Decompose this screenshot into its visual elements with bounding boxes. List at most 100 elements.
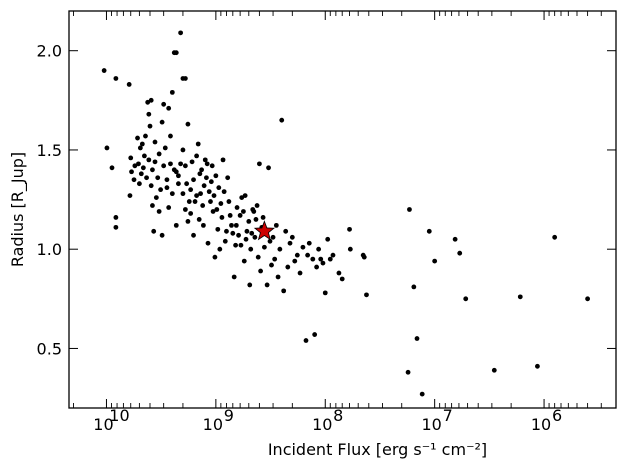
y-tick-label: 2.0 [37,42,62,61]
data-point [180,147,186,153]
data-point [178,161,184,167]
data-point [236,232,241,238]
data-point [233,222,239,228]
data-point [159,119,165,125]
data-point [219,215,225,220]
data-point [229,222,234,228]
data-point [132,163,138,169]
data-point [199,167,205,173]
data-point [411,284,417,290]
data-point [237,213,243,218]
data-point [310,256,316,262]
data-point [234,205,240,210]
data-point [336,270,342,276]
y-tick-label: 1.5 [37,141,62,160]
data-point [159,232,165,238]
data-point [173,222,179,228]
data-point [347,226,352,232]
data-point [231,274,237,280]
data-point [241,258,247,264]
data-point [201,183,207,189]
data-point [185,219,191,224]
data-point [150,203,155,208]
data-point [113,224,119,230]
data-point [156,151,162,157]
data-point [169,191,175,197]
data-point [213,173,219,179]
data-point [146,111,152,117]
x-tick-exponent: 6 [552,406,562,425]
data-point [292,258,298,264]
data-point [325,236,331,242]
data-point [281,288,287,294]
data-point [208,199,213,204]
data-point [142,153,147,159]
data-point [212,254,218,260]
data-point [224,228,229,234]
data-point [314,264,319,270]
data-point [168,133,173,139]
data-point [220,157,226,163]
data-point [414,336,420,341]
data-point [491,367,497,373]
data-point [206,189,212,195]
data-point [227,213,233,218]
y-tick-label: 1.0 [37,240,62,259]
data-point [188,211,194,216]
data-point [173,169,179,175]
data-point [176,181,181,187]
data-point [238,242,244,248]
data-point [136,161,141,167]
data-point [248,246,254,252]
data-point [585,296,590,302]
data-point [166,105,172,111]
data-point [191,232,196,238]
data-point [272,256,278,262]
x-tick-exponent: 10 [109,406,129,425]
data-point [191,177,196,183]
data-point [204,175,209,181]
data-point [218,201,224,206]
x-tick-exponent: 8 [333,406,343,425]
data-point [164,177,170,183]
data-point [426,228,432,234]
points-layer [101,30,590,397]
data-point [221,189,227,195]
data-point [194,193,200,199]
data-point [327,256,333,262]
data-point [270,234,276,240]
data-point [249,230,255,236]
data-point [152,139,158,145]
data-point [364,292,369,298]
data-point [126,82,132,87]
data-point [135,135,140,141]
data-point [260,215,266,220]
data-point [161,163,167,169]
data-point [185,121,191,127]
data-point [230,230,236,236]
data-point [182,207,188,212]
data-point [242,193,248,199]
data-point [300,244,306,250]
data-point [166,205,172,210]
data-point [151,228,157,234]
data-point [176,173,181,179]
data-point [266,165,271,171]
x-tick-label: 10 [203,415,223,434]
data-point [320,260,326,266]
data-point [208,179,214,185]
ticks-layer [69,11,616,408]
data-point [247,282,253,288]
data-point [101,68,107,73]
data-point [148,97,154,103]
data-point [214,207,220,212]
data-point [186,199,192,204]
data-point [161,101,167,107]
data-point [264,282,270,288]
data-point [254,203,260,208]
data-point [127,193,133,199]
data-point [347,246,353,252]
data-point [294,252,300,258]
data-point [226,199,232,204]
